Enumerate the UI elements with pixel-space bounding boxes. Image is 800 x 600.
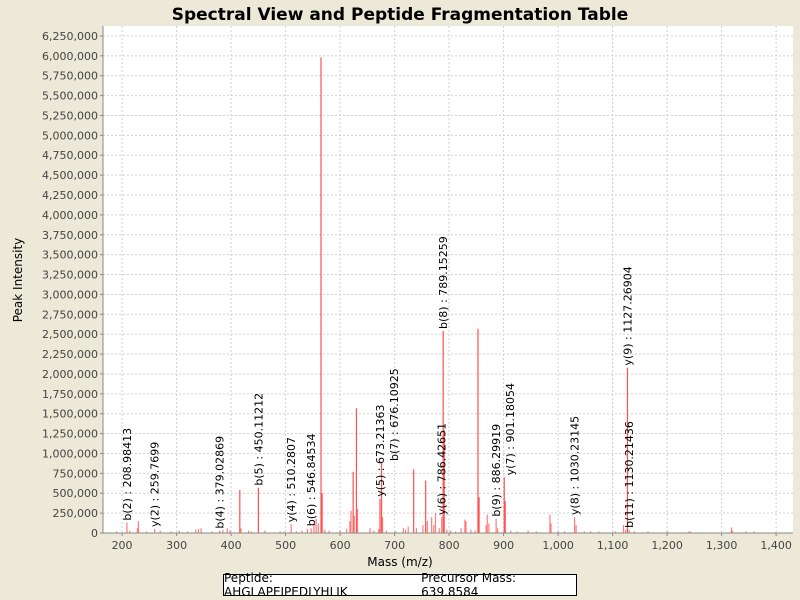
fragment-ion-label: y(5) : 673.21363	[374, 405, 387, 497]
y-tick-label: 750,000	[53, 467, 99, 480]
y-tick-label: 2,250,000	[42, 348, 98, 361]
fragment-ion-label: b(6) : 546.84534	[305, 433, 318, 526]
x-tick-label: 500	[275, 539, 296, 552]
y-tick-label: 4,000,000	[42, 209, 98, 222]
fragment-ion-label: y(8) : 1030.23145	[569, 416, 582, 515]
y-tick-label: 500,000	[53, 487, 99, 500]
fragment-ion-label: b(5) : 450.11212	[252, 393, 265, 486]
y-tick-label: 1,500,000	[42, 408, 98, 421]
y-tick-label: 3,750,000	[42, 229, 98, 242]
plot-area	[103, 26, 793, 533]
peptide-label: Peptide: AHGLAPEIPEDLYHLIK	[224, 571, 348, 599]
fragment-ion-label: b(2) : 208.98413	[121, 428, 134, 521]
y-tick-label: 3,500,000	[42, 249, 98, 262]
fragment-ion-label: y(2) : 259.7699	[149, 442, 162, 527]
y-tick-label: 3,250,000	[42, 269, 98, 282]
y-tick-label: 4,500,000	[42, 169, 98, 182]
y-tick-label: 4,750,000	[42, 149, 98, 162]
x-tick-label: 1,100	[597, 539, 629, 552]
y-tick-label: 2,750,000	[42, 308, 98, 321]
fragment-ion-label: y(6) : 786.42651	[436, 423, 449, 515]
fragment-ion-label: y(9) : 1127.26904	[621, 266, 634, 365]
y-tick-label: 5,250,000	[42, 109, 98, 122]
x-tick-label: 900	[493, 539, 514, 552]
y-tick-label: 5,500,000	[42, 90, 98, 103]
x-tick-label: 400	[221, 539, 242, 552]
y-tick-label: 4,250,000	[42, 189, 98, 202]
x-tick-label: 700	[384, 539, 405, 552]
chart-legend: Peptide: AHGLAPEIPEDLYHLIK Precursor Mas…	[223, 571, 577, 599]
x-axis-label: Mass (m/z)	[367, 555, 432, 569]
fragment-ion-label: y(7) : 901.18054	[504, 383, 517, 475]
x-tick-label: 1,200	[651, 539, 683, 552]
y-tick-label: 0	[91, 527, 98, 540]
x-tick-label: 300	[166, 539, 187, 552]
fragment-ion-label: b(9) : 886.29919	[490, 424, 503, 517]
fragment-ion-label: y(4) : 510.2807	[285, 437, 298, 522]
y-tick-label: 250,000	[53, 507, 99, 520]
y-tick-label: 1,000,000	[42, 447, 98, 460]
x-tick-label: 1,000	[542, 539, 574, 552]
fragment-ion-label: b(8) : 789.15259	[437, 236, 450, 329]
y-tick-label: 1,250,000	[42, 428, 98, 441]
y-tick-label: 6,000,000	[42, 50, 98, 63]
chart-title: Spectral View and Peptide Fragmentation …	[172, 5, 629, 25]
y-tick-label: 2,500,000	[42, 328, 98, 341]
x-tick-label: 1,400	[760, 539, 792, 552]
y-tick-label: 6,250,000	[42, 30, 98, 43]
y-tick-label: 5,750,000	[42, 70, 98, 83]
x-tick-label: 600	[330, 539, 351, 552]
x-tick-label: 1,300	[706, 539, 738, 552]
y-tick-label: 2,000,000	[42, 368, 98, 381]
x-tick-label: 200	[112, 539, 133, 552]
fragment-ion-label: b(4) : 379.02869	[214, 436, 227, 529]
precursor-mass-label: Precursor Mass: 639.8584	[421, 571, 516, 599]
x-tick-label: 800	[439, 539, 460, 552]
y-tick-label: 1,750,000	[42, 388, 98, 401]
y-axis-label: Peak Intensity	[11, 238, 25, 323]
fragment-ion-label: b(7) : 676.10925	[388, 368, 401, 461]
y-tick-label: 5,000,000	[42, 129, 98, 142]
fragment-ion-label: b(11) : 1130.21436	[623, 421, 636, 528]
y-tick-label: 3,000,000	[42, 288, 98, 301]
